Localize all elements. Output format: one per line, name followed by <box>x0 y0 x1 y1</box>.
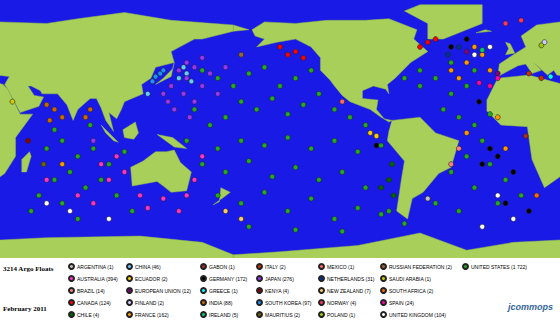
svg-text:CHILE (4): CHILE (4) <box>77 312 100 318</box>
svg-text:POLAND (1): POLAND (1) <box>327 312 355 318</box>
svg-text:NEW ZEALAND (7): NEW ZEALAND (7) <box>327 288 371 294</box>
svg-text:KENYA (4): KENYA (4) <box>265 288 289 294</box>
svg-text:EUROPEAN UNION (12): EUROPEAN UNION (12) <box>135 288 191 294</box>
svg-text:SAUDI ARABIA (1): SAUDI ARABIA (1) <box>389 276 431 282</box>
svg-text:ECUADOR (2): ECUADOR (2) <box>135 276 168 282</box>
svg-text:SOUTH AFRICA (2): SOUTH AFRICA (2) <box>389 288 434 294</box>
svg-text:SOUTH KOREA (97): SOUTH KOREA (97) <box>265 300 312 306</box>
svg-text:RUSSIAN FEDERATION (2): RUSSIAN FEDERATION (2) <box>389 264 452 270</box>
svg-text:BRAZIL (14): BRAZIL (14) <box>77 288 105 294</box>
svg-text:SPAIN (24): SPAIN (24) <box>389 300 414 306</box>
svg-text:INDIA (88): INDIA (88) <box>209 300 233 306</box>
svg-text:MAURITIUS (2): MAURITIUS (2) <box>265 312 300 318</box>
svg-text:FRANCE (162): FRANCE (162) <box>135 312 169 318</box>
svg-text:GREECE (1): GREECE (1) <box>209 288 238 294</box>
svg-text:AUSTRALIA (394): AUSTRALIA (394) <box>77 276 118 282</box>
svg-text:CHINA (46): CHINA (46) <box>135 264 161 270</box>
svg-text:February 2011: February 2011 <box>3 305 47 313</box>
svg-text:NORWAY (4): NORWAY (4) <box>327 300 357 306</box>
svg-text:GABON (1): GABON (1) <box>209 264 235 270</box>
svg-text:NETHERLANDS (31): NETHERLANDS (31) <box>327 276 375 282</box>
svg-text:ITALY (2): ITALY (2) <box>265 264 286 270</box>
svg-text:GERMANY (172): GERMANY (172) <box>209 276 248 282</box>
svg-text:MEXICO (1): MEXICO (1) <box>327 264 355 270</box>
svg-text:JAPAN (276): JAPAN (276) <box>265 276 294 282</box>
svg-text:FINLAND (2): FINLAND (2) <box>135 300 164 306</box>
svg-text:UNITED STATES (1 722): UNITED STATES (1 722) <box>471 264 527 270</box>
svg-text:CANADA (124): CANADA (124) <box>77 300 111 306</box>
svg-text:ARGENTINA (1): ARGENTINA (1) <box>77 264 114 270</box>
svg-text:jcommops: jcommops <box>507 302 553 312</box>
svg-text:IRELAND (5): IRELAND (5) <box>209 312 239 318</box>
svg-text:3214 Argo Floats: 3214 Argo Floats <box>3 265 54 273</box>
svg-text:UNITED KINGDOM (104): UNITED KINGDOM (104) <box>389 312 446 318</box>
